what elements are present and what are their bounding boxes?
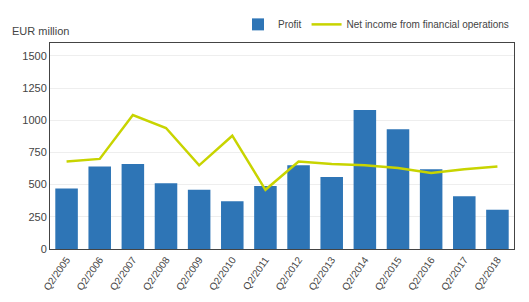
svg-text:Profit: Profit [278, 19, 302, 30]
svg-text:250: 250 [28, 211, 46, 223]
svg-text:Q2/2014: Q2/2014 [340, 254, 371, 292]
svg-text:1500: 1500 [22, 50, 46, 62]
svg-text:Q2/2010: Q2/2010 [207, 254, 238, 292]
svg-text:Net income from financial oper: Net income from financial operations [347, 19, 509, 30]
svg-text:Q2/2018: Q2/2018 [472, 254, 503, 292]
svg-text:Q2/2008: Q2/2008 [141, 254, 172, 292]
svg-text:Q2/2015: Q2/2015 [373, 254, 404, 292]
svg-text:750: 750 [28, 146, 46, 158]
svg-text:500: 500 [28, 178, 46, 190]
svg-text:1250: 1250 [22, 82, 46, 94]
svg-text:Q2/2009: Q2/2009 [174, 254, 205, 292]
svg-text:0: 0 [41, 243, 47, 255]
svg-text:Q2/2012: Q2/2012 [273, 254, 304, 292]
svg-text:Q2/2007: Q2/2007 [108, 254, 139, 292]
svg-text:Q2/2011: Q2/2011 [241, 254, 272, 291]
svg-text:Q2/2017: Q2/2017 [439, 254, 470, 292]
svg-text:Q2/2005: Q2/2005 [41, 254, 72, 292]
svg-text:Q2/2016: Q2/2016 [406, 254, 437, 292]
svg-text:Q2/2013: Q2/2013 [306, 254, 337, 292]
svg-text:Q2/2006: Q2/2006 [74, 254, 105, 292]
svg-text:1000: 1000 [22, 114, 46, 126]
svg-text:EUR million: EUR million [12, 25, 69, 37]
